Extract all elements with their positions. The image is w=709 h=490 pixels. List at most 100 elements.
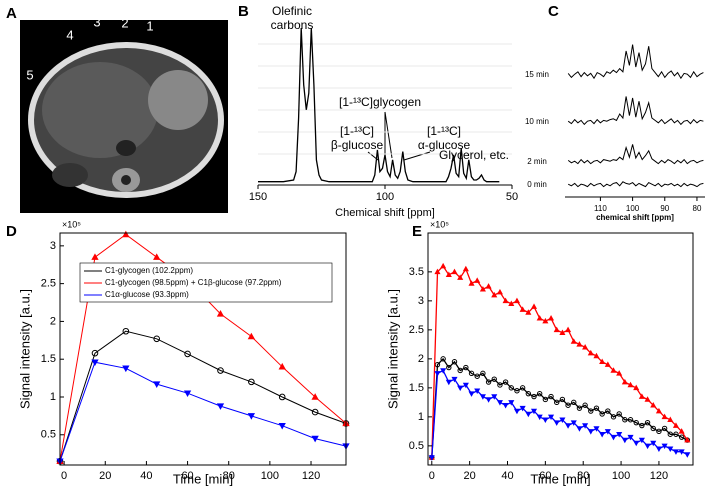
x-tick-label: 40 bbox=[501, 470, 513, 482]
series-line bbox=[431, 265, 688, 458]
region-label: 4 bbox=[66, 27, 73, 42]
marker bbox=[622, 417, 628, 423]
marker bbox=[479, 394, 486, 400]
marker bbox=[639, 422, 645, 429]
marker bbox=[627, 434, 634, 441]
region-label: 1 bbox=[146, 18, 153, 33]
trace-label: 10 min bbox=[525, 117, 549, 126]
marker bbox=[491, 376, 497, 382]
marker bbox=[661, 425, 668, 432]
arrow bbox=[403, 151, 431, 161]
marker bbox=[514, 388, 520, 394]
x-tick-label: 100 bbox=[261, 470, 279, 482]
marker bbox=[553, 326, 560, 333]
legend-label: C1-glycogen (98.5ppm) + C1β-glucose (97.… bbox=[105, 278, 282, 287]
spectrum-trace bbox=[567, 96, 704, 126]
marker bbox=[502, 297, 509, 304]
y-tick-label: 1 bbox=[418, 411, 424, 423]
marker bbox=[599, 358, 606, 365]
kidney bbox=[52, 163, 88, 187]
marker bbox=[593, 352, 600, 359]
region-label: 5 bbox=[26, 67, 33, 82]
x-tick-label: 20 bbox=[464, 470, 476, 482]
annotation: carbons bbox=[271, 18, 314, 32]
spectrum-trace bbox=[567, 44, 704, 80]
marker bbox=[434, 371, 441, 377]
marker bbox=[184, 350, 191, 358]
x-tick-label: 100 bbox=[376, 191, 394, 203]
annotation: Olefinic bbox=[272, 4, 312, 18]
y-tick-label: 2 bbox=[418, 353, 424, 365]
y-tick-label: 3.5 bbox=[409, 266, 424, 278]
marker bbox=[627, 417, 634, 423]
marker bbox=[570, 420, 577, 426]
marker bbox=[530, 408, 538, 415]
marker bbox=[440, 368, 447, 374]
marker bbox=[216, 310, 225, 317]
marker bbox=[587, 429, 594, 435]
marker bbox=[582, 423, 589, 429]
marker bbox=[122, 327, 130, 335]
marker bbox=[621, 378, 628, 385]
marker bbox=[599, 432, 606, 438]
marker bbox=[565, 326, 572, 333]
marker bbox=[559, 329, 566, 336]
marker bbox=[122, 230, 130, 238]
legend: C1-glycogen (102.2ppm) C1-glycogen (98.5p… bbox=[79, 262, 333, 303]
marker bbox=[604, 429, 611, 435]
marker bbox=[217, 367, 224, 374]
y-multiplier: ×10⁵ bbox=[430, 219, 449, 229]
marker bbox=[153, 381, 161, 388]
region-label: 6 bbox=[9, 94, 16, 109]
marker bbox=[440, 356, 446, 362]
marker bbox=[531, 393, 537, 400]
marker bbox=[536, 315, 543, 321]
x-tick-label: 120 bbox=[302, 470, 320, 482]
marker bbox=[502, 403, 509, 409]
trace-label: 15 min bbox=[525, 70, 549, 79]
marker bbox=[542, 417, 549, 423]
marker bbox=[582, 344, 589, 350]
marker bbox=[446, 364, 452, 371]
marker bbox=[610, 367, 617, 373]
marker bbox=[547, 315, 555, 321]
marker bbox=[633, 419, 639, 426]
marker bbox=[519, 405, 526, 412]
series-line bbox=[431, 369, 688, 458]
trace-label: 0 min bbox=[527, 180, 547, 189]
marker bbox=[554, 399, 560, 406]
marker bbox=[576, 405, 583, 411]
x-axis-label: Time [min] bbox=[173, 471, 233, 486]
marker bbox=[548, 393, 554, 400]
x-tick-label: 80 bbox=[223, 470, 235, 482]
marker bbox=[536, 414, 543, 421]
x-axis-label: Chemical shift [ppm] bbox=[335, 207, 435, 219]
marker bbox=[667, 416, 674, 423]
marker bbox=[553, 420, 560, 426]
trace-label: 2 min bbox=[527, 157, 547, 166]
marker bbox=[247, 413, 256, 420]
spinal-canal bbox=[121, 175, 131, 185]
marker bbox=[474, 373, 480, 379]
marker bbox=[519, 385, 526, 391]
marker bbox=[278, 422, 286, 430]
y-tick-label: 1.5 bbox=[41, 353, 56, 365]
marker bbox=[547, 414, 555, 421]
marker bbox=[627, 381, 634, 388]
legend-label: C1α-glucose (93.3ppm) bbox=[105, 290, 189, 299]
marker bbox=[684, 452, 691, 458]
marker bbox=[571, 399, 577, 406]
x-tick-label: 100 bbox=[626, 204, 640, 213]
marker bbox=[440, 262, 447, 269]
marker bbox=[536, 390, 543, 397]
marker bbox=[485, 397, 492, 403]
spectrum-trace bbox=[567, 181, 704, 188]
x-tick-label: 80 bbox=[577, 470, 589, 482]
y-tick-label: 2.5 bbox=[41, 278, 56, 290]
marker bbox=[445, 271, 452, 278]
marker bbox=[650, 440, 657, 447]
panel-label: B bbox=[238, 3, 249, 20]
marker bbox=[496, 288, 503, 295]
marker bbox=[667, 431, 673, 437]
x-tick-label: 100 bbox=[612, 470, 630, 482]
